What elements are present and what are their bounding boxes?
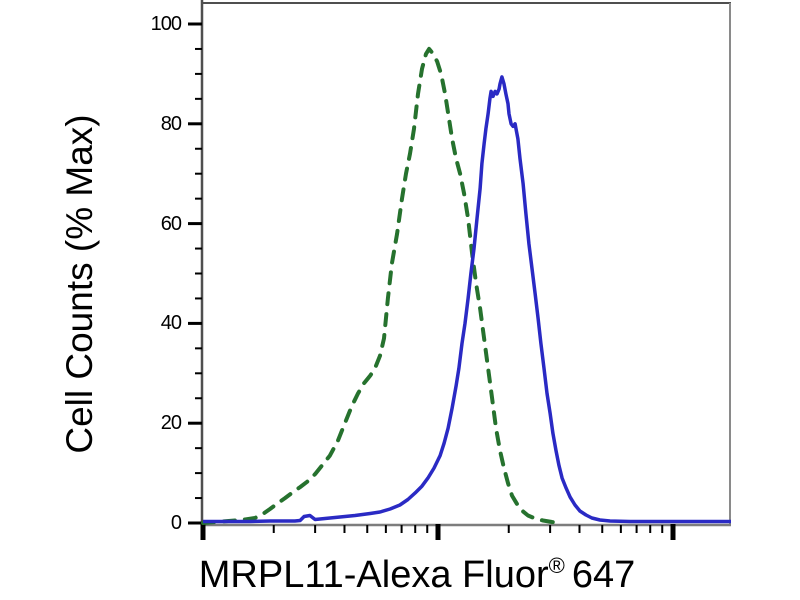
y-axis-label: Cell Counts (% Max) [59,114,100,454]
antibody-solid-blue-curve [203,75,731,524]
x-axis-label-suffix: 647 [571,554,636,596]
y-tick-label: 100 [150,13,182,35]
x-axis-label: MRPL11-Alexa Fluor® 647 [17,553,800,597]
y-tick-label: 80 [160,112,182,135]
control-dashed-green-curve [201,46,562,525]
y-tick-label: 0 [170,512,182,534]
x-axis-label-main: MRPL11-Alexa Fluor [198,554,549,596]
y-tick-label: 60 [160,212,182,235]
registered-trademark-symbol: ® [548,553,565,578]
y-tick-label: 40 [160,312,182,335]
y-tick-labels: 0 20 40 60 80 100 [0,0,183,600]
y-tick-label: 20 [160,412,182,435]
